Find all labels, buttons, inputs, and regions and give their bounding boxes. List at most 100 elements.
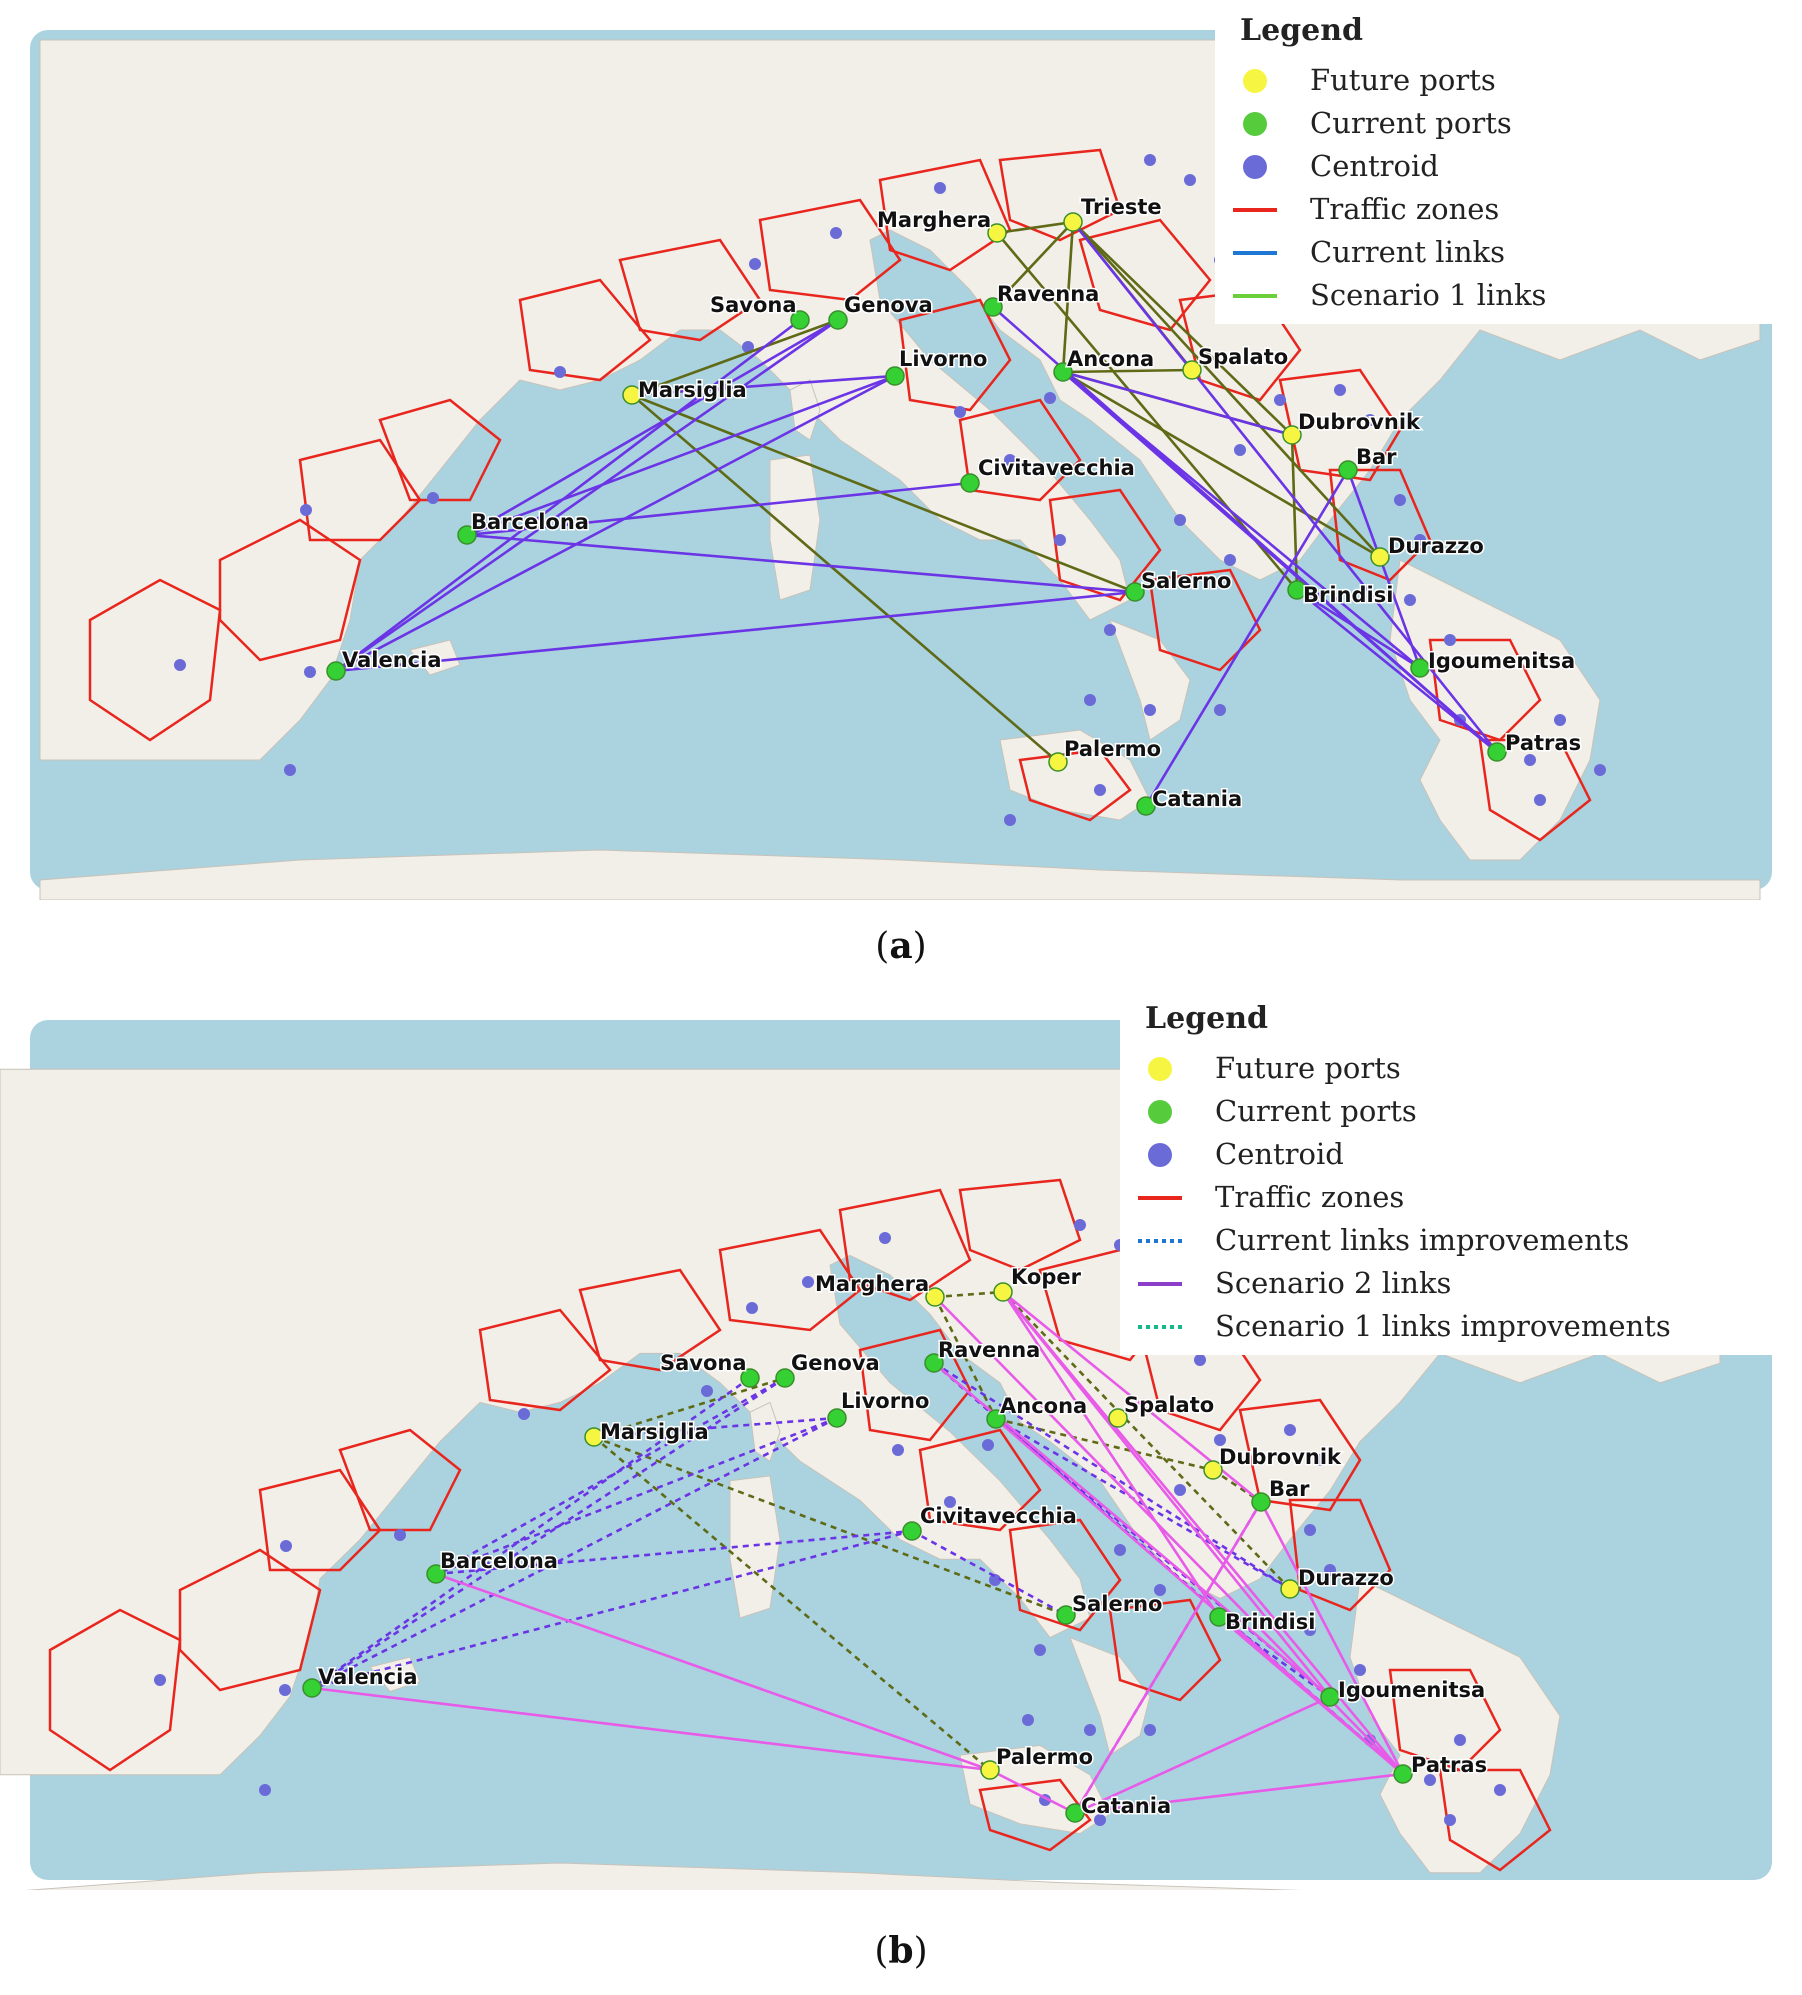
- centroid-marker: [742, 341, 754, 353]
- scenario2-link: [1001, 1291, 1221, 1618]
- centroid-marker: [1394, 494, 1406, 506]
- legend-item-label: Current links improvements: [1215, 1223, 1629, 1257]
- caption-a: (a): [875, 925, 927, 967]
- scenario1-link: [996, 220, 1074, 235]
- land-sicily: [999, 729, 1151, 821]
- traffic-zone: [478, 1308, 612, 1412]
- port-label-livorno: Livorno: [899, 347, 987, 371]
- scenario1-link: [1002, 1291, 1291, 1590]
- port-label-durazzo: Durazzo: [1298, 1566, 1394, 1590]
- port-label-marghera: Marghera: [815, 1272, 929, 1296]
- centroid-marker: [1104, 624, 1116, 636]
- port-dot-icon: [924, 1353, 944, 1373]
- map-panel-a: Marghera Trieste Savona Genova Ravenna Marsig…: [0, 0, 1802, 900]
- centroid-marker: [284, 764, 296, 776]
- port-label-salerno: Salerno: [1141, 569, 1231, 593]
- traffic-zone: [918, 1428, 1042, 1532]
- links: [335, 220, 1499, 807]
- traffic-zone: [958, 1178, 1082, 1272]
- current-link: [311, 1529, 913, 1690]
- port-dot-icon: [790, 310, 810, 330]
- scenario1-link: [1062, 370, 1381, 559]
- port-dot-icon: [925, 1287, 945, 1307]
- traffic-zone: [858, 1328, 972, 1442]
- centroid-marker: [1214, 1434, 1226, 1446]
- scenario1-link: [934, 1290, 1004, 1299]
- port-dot-icon: [1065, 1803, 1085, 1823]
- port-dot-icon: [1053, 362, 1073, 382]
- port-label-spalato: Spalato: [1198, 345, 1288, 369]
- traffic-zone: [48, 1608, 182, 1772]
- port-dot-icon: [1251, 1492, 1271, 1512]
- current-link: [435, 1529, 913, 1576]
- traffic-zone: [1478, 738, 1592, 842]
- port-label-marghera: Marghera: [877, 208, 991, 232]
- legend-dot-icon: [1148, 1143, 1172, 1167]
- current-link: [435, 1376, 786, 1576]
- current-link: [335, 318, 801, 673]
- centroid-marker: [1004, 454, 1016, 466]
- port-dot-icon: [1182, 360, 1202, 380]
- centroid-marker: [1034, 1644, 1046, 1656]
- scenario2-link: [1218, 1616, 1404, 1775]
- traffic-zone: [978, 1778, 1092, 1852]
- centroid-marker: [1094, 1814, 1106, 1826]
- scenario1-link: [933, 1296, 998, 1420]
- port-label-catania: Catania: [1152, 787, 1242, 811]
- map-panel-b: Marghera Koper Savona Genova Ravenna Marsigli…: [0, 990, 1802, 1890]
- traffic-zone: [378, 398, 502, 502]
- port-label-brindisi: Brindisi: [1303, 583, 1393, 607]
- port-label-palermo: Palermo: [996, 1745, 1093, 1769]
- centroid-marker: [304, 666, 316, 678]
- scenario1-link: [1061, 221, 1075, 373]
- traffic-zone: [218, 518, 362, 662]
- centroid-marker: [1224, 554, 1236, 566]
- centroid-marker: [1144, 704, 1156, 716]
- centroid-marker: [1354, 1664, 1366, 1676]
- centroid-marker: [1144, 154, 1156, 166]
- port-label-durazzo: Durazzo: [1388, 534, 1484, 558]
- port-dot-icon: [1136, 796, 1156, 816]
- centroid-marker: [1174, 1484, 1186, 1496]
- centroid-marker: [1494, 1784, 1506, 1796]
- port-dot-icon: [827, 1408, 847, 1428]
- port-label-savona: Savona: [660, 1351, 747, 1375]
- centroid-marker: [1414, 534, 1426, 546]
- port-label-genova: Genova: [791, 1351, 880, 1375]
- port-label-civitavecchia: Civitavecchia: [920, 1504, 1077, 1528]
- centroid-marker: [982, 1439, 994, 1451]
- centroid-marker: [1444, 634, 1456, 646]
- centroid-marker: [300, 504, 312, 516]
- centroid-marker: [394, 1529, 406, 1541]
- legend-dot-icon: [1243, 112, 1267, 136]
- port-dot-icon: [1487, 742, 1507, 762]
- traffic-zone: [878, 158, 1012, 272]
- traffic-zone: [718, 1228, 862, 1332]
- traffic-zone: [1048, 488, 1162, 602]
- scenario2-link: [989, 1768, 1076, 1815]
- traffic-zone: [298, 438, 422, 542]
- port-label-civitavecchia: Civitavecchia: [978, 456, 1135, 480]
- port-dot-icon: [326, 661, 346, 681]
- legend-title: Legend: [1240, 13, 1363, 48]
- port-label-genova: Genova: [844, 293, 933, 317]
- port-label-spalato: Spalato: [1124, 1393, 1214, 1417]
- centroid-marker: [1364, 414, 1376, 426]
- port-label-ancona: Ancona: [1067, 347, 1154, 371]
- traffic-zone: [1428, 638, 1542, 742]
- traffic-zone: [998, 148, 1122, 242]
- centroid-marker: [1594, 764, 1606, 776]
- scenario1-link: [593, 1376, 786, 1439]
- port-label-valencia: Valencia: [318, 1665, 417, 1689]
- port-label-marsiglia: Marsiglia: [638, 378, 747, 402]
- port-dot-icon: [1108, 1408, 1128, 1428]
- current-link: [466, 533, 1136, 594]
- port-label-ravenna: Ravenna: [938, 1338, 1040, 1362]
- current-link: [1062, 371, 1498, 753]
- map-a-svg: Marghera Trieste Savona Genova Ravenna Marsig…: [30, 8, 1800, 900]
- port-label-bar: Bar: [1356, 445, 1397, 469]
- caption-b: (b): [874, 1930, 928, 1972]
- port-dot-icon: [740, 1368, 760, 1388]
- current-link: [435, 1416, 838, 1576]
- centroid-marker: [879, 1232, 891, 1244]
